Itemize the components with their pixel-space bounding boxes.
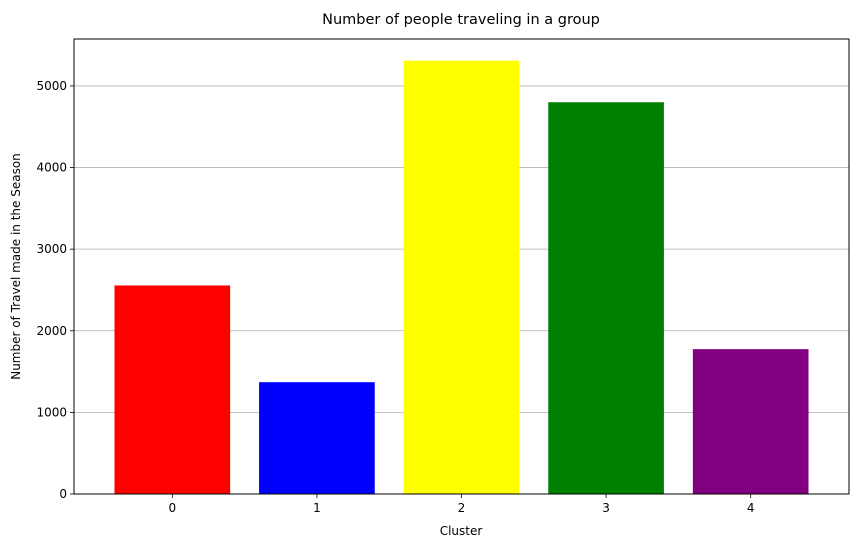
- x-tick-label: 4: [747, 501, 755, 515]
- y-tick-label: 3000: [36, 242, 67, 256]
- y-tick-label: 1000: [36, 405, 67, 419]
- bar-cluster-3: [548, 102, 664, 494]
- bar-cluster-1: [259, 382, 375, 494]
- bar-cluster-0: [114, 285, 231, 494]
- x-tick-label: 2: [458, 501, 466, 515]
- y-tick-label: 5000: [36, 79, 67, 93]
- bar-cluster-4: [692, 349, 809, 494]
- y-tick-label: 4000: [36, 161, 67, 175]
- y-axis-label: Number of Travel made in the Season: [9, 153, 23, 380]
- x-tick-label: 1: [313, 501, 321, 515]
- y-tick-label: 0: [59, 487, 67, 501]
- y-tick-label: 2000: [36, 324, 67, 338]
- x-tick-label: 0: [169, 501, 177, 515]
- x-axis-label: Cluster: [440, 524, 483, 538]
- chart-title: Number of people traveling in a group: [322, 12, 600, 28]
- x-axis-ticks: 0 1 2 3 4: [169, 494, 755, 515]
- x-tick-label: 3: [602, 501, 610, 515]
- bars: [114, 60, 809, 494]
- bar-cluster-2: [403, 60, 520, 494]
- y-axis-ticks: 0 1000 2000 3000 4000 5000: [36, 79, 74, 501]
